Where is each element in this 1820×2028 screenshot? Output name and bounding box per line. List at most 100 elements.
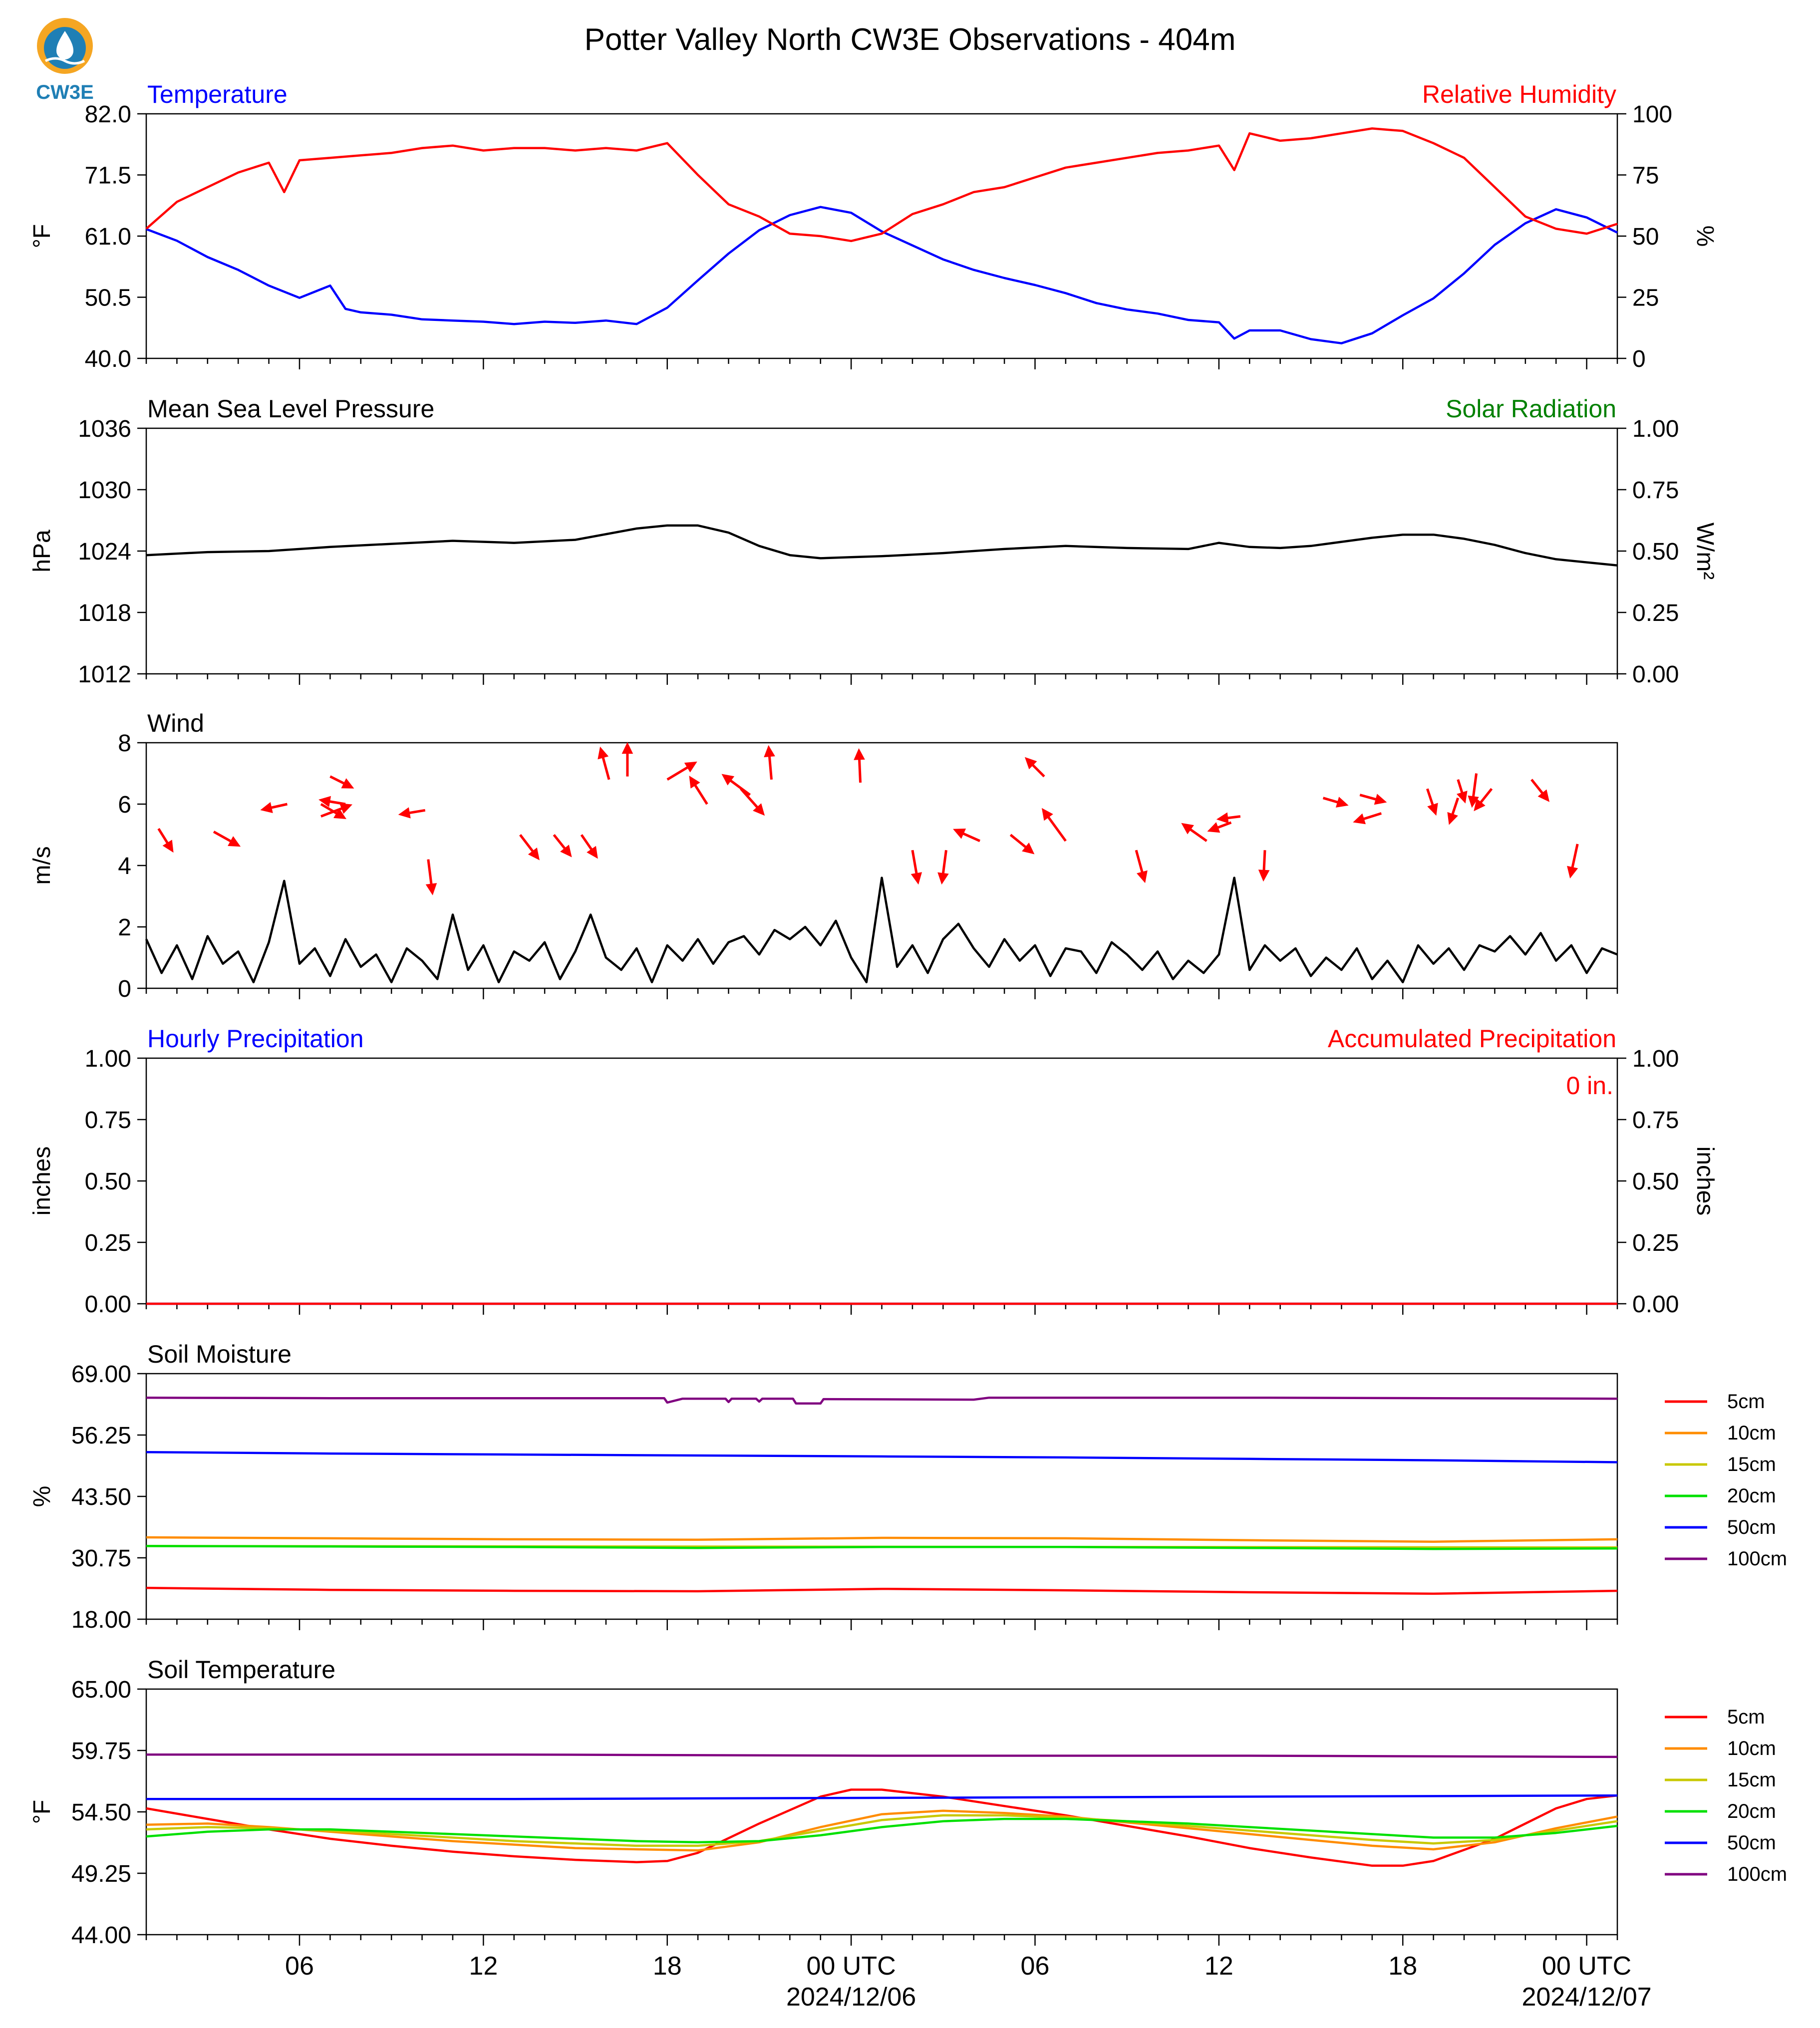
wind-arrow-head: [228, 836, 241, 847]
wind-arrow-head: [854, 748, 865, 760]
legend-label: 20cm: [1727, 1485, 1776, 1507]
series-line-50cm: [146, 1450, 1618, 1463]
y-tick-label: 0: [118, 976, 131, 1002]
y-tick-label: 6: [118, 792, 131, 818]
x-tick-label: 00 UTC: [807, 1952, 896, 1981]
wind-arrow: [157, 828, 174, 853]
panel-pressure-solar: 1012 1018 1024 1030 1036 0.00 0.25 0.50 0.75 1.00…: [29, 395, 1718, 688]
y-tick-label: 1024: [78, 539, 131, 565]
y-right-tick-label: 75: [1632, 163, 1659, 189]
wind-arrow: [1181, 823, 1208, 842]
legends: 5cm10cm15cm20cm50cm100cm5cm10cm15cm20cm5…: [1665, 1391, 1787, 1885]
wind-arrow: [1530, 779, 1550, 802]
series-line-10cm: [146, 1536, 1618, 1543]
wind-arrow-head: [1024, 757, 1037, 770]
accumulated-total-label: 0 in.: [1566, 1072, 1613, 1100]
panel-soil-temperature: 44.00 49.25 54.50 59.75 65.00 °F Soil Temperat…: [29, 1656, 1618, 1949]
y-tick-label: 44.00: [71, 1922, 131, 1949]
wind-arrow: [1135, 850, 1148, 883]
legend-item: 5cm: [1665, 1391, 1765, 1413]
wind-arrow: [1207, 821, 1232, 833]
cw3e-logo: CW3E: [36, 18, 94, 103]
series-line-5cm: [146, 1587, 1618, 1595]
wind-arrow: [1258, 850, 1270, 882]
series-line-relative-humidity: [145, 127, 1618, 243]
wind-arrow: [1359, 794, 1387, 805]
y-axis-label: m/s: [29, 846, 55, 884]
panel-title-left: Soil Moisture: [147, 1340, 292, 1368]
wind-arrow-head: [721, 774, 735, 786]
wind-arrow: [1216, 812, 1241, 824]
y-right-tick-label: 0.00: [1632, 661, 1679, 688]
wind-arrow-head: [333, 808, 346, 819]
y-axis-label-right: inches: [1692, 1147, 1718, 1216]
wind-arrow: [854, 748, 865, 783]
wind-arrow: [1041, 808, 1067, 842]
y-tick-label: 59.75: [71, 1738, 131, 1764]
wind-arrow-head: [1374, 794, 1387, 805]
wind-arrow-head: [1181, 823, 1194, 835]
y-tick-label: 0.50: [85, 1168, 131, 1195]
wind-arrow-head: [318, 796, 331, 807]
y-tick-label: 0.25: [85, 1230, 131, 1256]
wind-arrow-head: [398, 807, 411, 819]
y-axis-label: °F: [29, 224, 55, 249]
legend-item: 15cm: [1665, 1453, 1776, 1475]
series-line-5cm: [146, 1788, 1618, 1867]
wind-arrow: [721, 774, 751, 796]
legend-item: 5cm: [1665, 1706, 1765, 1728]
wind-arrow: [519, 834, 540, 861]
wind-arrow-head: [425, 883, 437, 895]
panel-temperature-rh: 40.0 50.5 61.0 71.5 82.0 0 25 50 75 100 °F % Tempera…: [29, 80, 1718, 372]
y-right-tick-label: 0.50: [1632, 1168, 1679, 1195]
series-line-100cm: [146, 1753, 1618, 1758]
wind-arrow: [740, 788, 765, 816]
legend-item: 100cm: [1665, 1863, 1787, 1885]
x-tick-label: 00 UTC: [1542, 1952, 1631, 1981]
legend-item: 10cm: [1665, 1422, 1776, 1444]
legend-label: 50cm: [1727, 1516, 1776, 1538]
series-line-temperature: [146, 206, 1618, 344]
panel-title-left: Wind: [147, 709, 204, 737]
wind-arrow: [1322, 797, 1349, 808]
wind-arrow-head: [528, 848, 540, 861]
wind-arrow-head: [753, 803, 765, 816]
wind-arrow-head: [1353, 813, 1366, 825]
series-line-20cm: [146, 1817, 1618, 1844]
y-tick-label: 82.0: [85, 101, 131, 128]
wind-vectors: [157, 742, 1579, 895]
wind-arrow-head: [1137, 870, 1148, 883]
y-right-tick-label: 0.00: [1632, 1291, 1679, 1318]
wind-arrow-head: [1258, 869, 1270, 882]
y-tick-label: 1012: [78, 661, 131, 688]
x-tick-label: 18: [1388, 1952, 1417, 1981]
logo-wave-icon: [44, 57, 85, 65]
y-tick-label: 40.0: [85, 346, 131, 372]
date-label: 2024/12/07: [1521, 1983, 1651, 2012]
wind-arrow-head: [684, 761, 697, 773]
x-tick-label: 12: [1205, 1952, 1233, 1981]
y-right-tick-label: 100: [1632, 101, 1672, 128]
series-line-wind-speed: [145, 876, 1618, 983]
wind-arrow-head: [764, 745, 775, 758]
wind-arrow-head: [598, 746, 609, 760]
y-tick-label: 1036: [78, 416, 131, 442]
y-tick-label: 49.25: [71, 1861, 131, 1887]
wind-arrow: [318, 796, 346, 807]
wind-arrow: [937, 850, 949, 885]
wind-arrow: [1567, 844, 1579, 878]
y-right-tick-label: 0.75: [1632, 477, 1679, 504]
legend-item: 50cm: [1665, 1516, 1776, 1538]
legend-soil-moisture: 5cm 10cm 15cm 20cm 50cm 100cm: [1665, 1391, 1787, 1570]
y-tick-label: 56.25: [71, 1423, 131, 1449]
legend-item: 10cm: [1665, 1738, 1776, 1759]
wind-arrow: [1426, 788, 1438, 816]
y-right-tick-label: 1.00: [1632, 416, 1679, 442]
wind-arrow-head: [1567, 866, 1578, 878]
y-axis-label-right: W/m²: [1692, 523, 1718, 580]
y-tick-label: 0.00: [85, 1291, 131, 1318]
logo-drop-icon: [56, 31, 73, 59]
series-line-15cm: [146, 1814, 1618, 1847]
legend-item: 20cm: [1665, 1800, 1776, 1822]
